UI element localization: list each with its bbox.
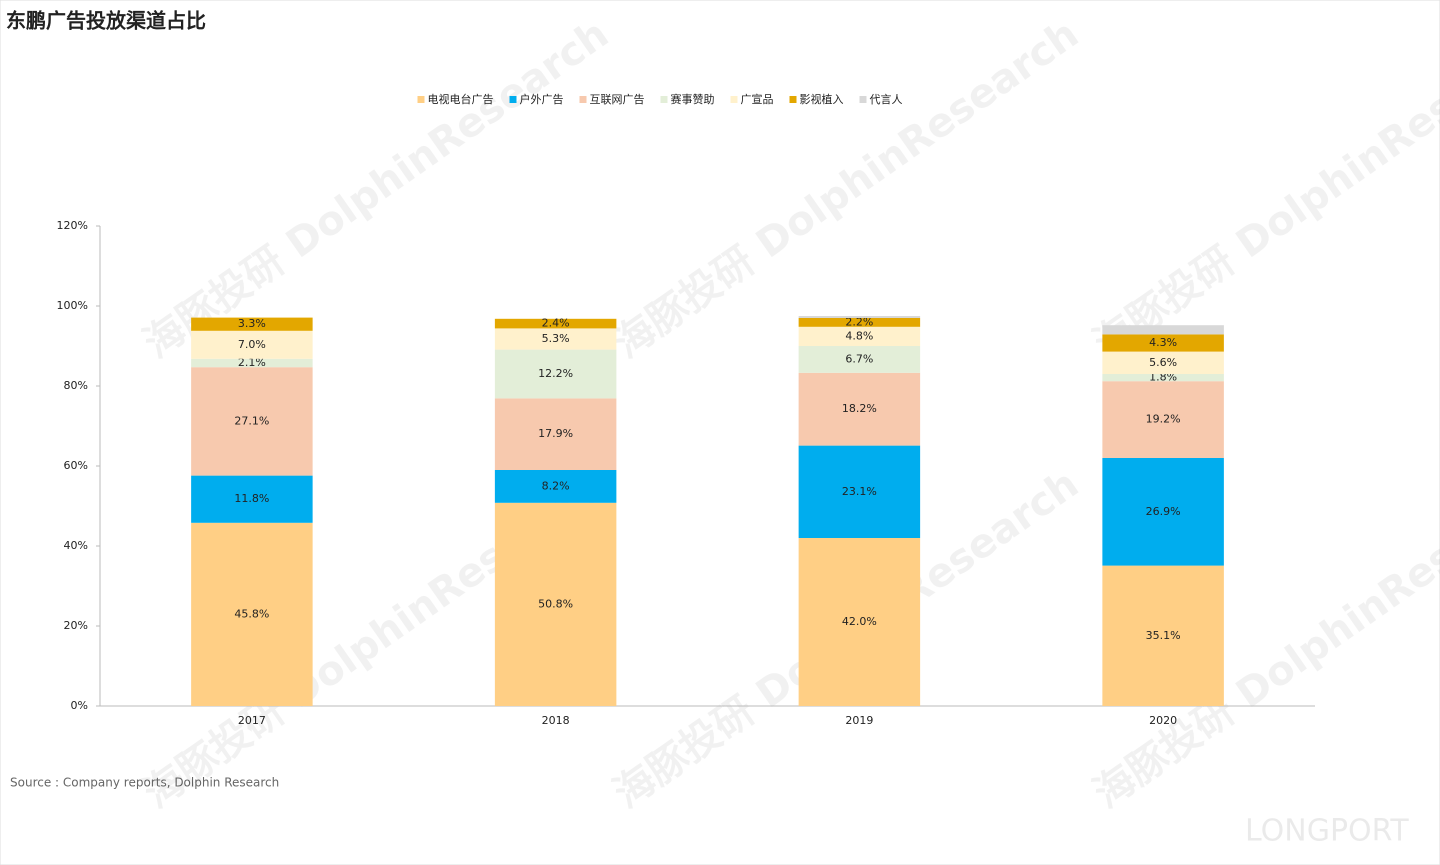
value-label: 2.4% <box>542 317 570 330</box>
y-tick-label: 40% <box>64 539 88 552</box>
value-label: 2.1% <box>238 356 266 369</box>
value-label: 35.1% <box>1146 629 1181 642</box>
y-tick-label: 60% <box>64 459 88 472</box>
bar-segment <box>191 367 313 476</box>
x-tick-label: 2020 <box>1149 714 1177 727</box>
legend-swatch <box>660 96 668 103</box>
value-label: 8.2% <box>542 479 570 492</box>
bar-segment <box>1102 351 1224 374</box>
bar-segment <box>798 318 921 327</box>
value-label: 4.3% <box>1149 336 1177 349</box>
bar-segment <box>1102 374 1224 382</box>
logo: LONGPORT <box>1245 814 1409 849</box>
value-label: 6.7% <box>845 352 873 365</box>
y-tick-label: 80% <box>64 379 88 392</box>
value-label: 18.2% <box>842 402 877 415</box>
value-label: 23.1% <box>842 485 877 498</box>
bar-segment <box>191 522 313 706</box>
value-label: 45.8% <box>234 607 269 620</box>
legend-swatch <box>417 96 425 103</box>
legend-label: 电视电台广告 <box>428 92 494 106</box>
bar-segment <box>1102 458 1224 566</box>
value-label: 27.1% <box>234 414 269 427</box>
value-label: 26.9% <box>1146 505 1181 518</box>
bar-segment <box>798 316 921 318</box>
value-label: 17.9% <box>538 427 573 440</box>
bar-segment <box>1102 325 1224 335</box>
x-tick-label: 2019 <box>845 714 873 727</box>
bar-segment <box>798 445 921 538</box>
bar-segment <box>1102 334 1224 352</box>
legend-swatch <box>579 96 587 103</box>
x-tick-label: 2017 <box>238 714 266 727</box>
value-label: 42.0% <box>842 615 877 628</box>
value-label: 5.6% <box>1149 356 1177 369</box>
value-label: 2.2% <box>845 315 873 328</box>
value-label: 19.2% <box>1146 413 1181 426</box>
bar-segment <box>798 538 921 706</box>
source: Source : Company reports, Dolphin Resear… <box>10 776 279 790</box>
chart-title: 东鹏广告投放渠道占比 <box>6 9 206 33</box>
value-label: 7.0% <box>238 338 266 351</box>
y-tick-label: 20% <box>64 619 88 632</box>
bar-segment <box>494 328 617 350</box>
y-tick-label: 100% <box>57 299 88 312</box>
legend-label: 代言人 <box>870 93 903 106</box>
value-label: 3.3% <box>238 317 266 330</box>
legend-label: 影视植入 <box>800 92 844 106</box>
value-label: 4.8% <box>845 329 873 342</box>
bar-segment <box>798 326 921 346</box>
bar-segment <box>1102 381 1224 458</box>
bar-segment <box>494 349 617 399</box>
bar-segment <box>191 330 313 359</box>
bar-segment <box>494 470 617 503</box>
bar-segment <box>494 318 617 329</box>
y-tick-label: 0% <box>71 699 88 712</box>
legend-label: 互联网广告 <box>590 93 645 106</box>
bar-segment <box>191 475 313 523</box>
value-label: 12.2% <box>538 367 573 380</box>
bar-segment <box>798 346 921 373</box>
legend-swatch <box>509 96 517 103</box>
bar-segment <box>494 502 617 706</box>
bar-segment <box>191 317 313 331</box>
bar-segment <box>798 372 921 446</box>
legend-label: 户外广告 <box>520 92 564 106</box>
legend-label: 广宣品 <box>741 92 774 106</box>
bar-segment <box>1102 565 1224 706</box>
x-tick-label: 2018 <box>542 714 570 727</box>
value-label: 50.8% <box>538 597 573 610</box>
legend-swatch <box>859 96 867 103</box>
legend-label: 赛事赞助 <box>671 92 715 106</box>
bar-segment <box>191 358 313 368</box>
y-tick-label: 120% <box>57 219 88 232</box>
bar-segment <box>494 398 617 470</box>
legend-swatch <box>789 96 797 103</box>
value-label: 5.3% <box>542 332 570 345</box>
value-label: 11.8% <box>234 492 269 505</box>
legend-swatch <box>730 96 738 103</box>
